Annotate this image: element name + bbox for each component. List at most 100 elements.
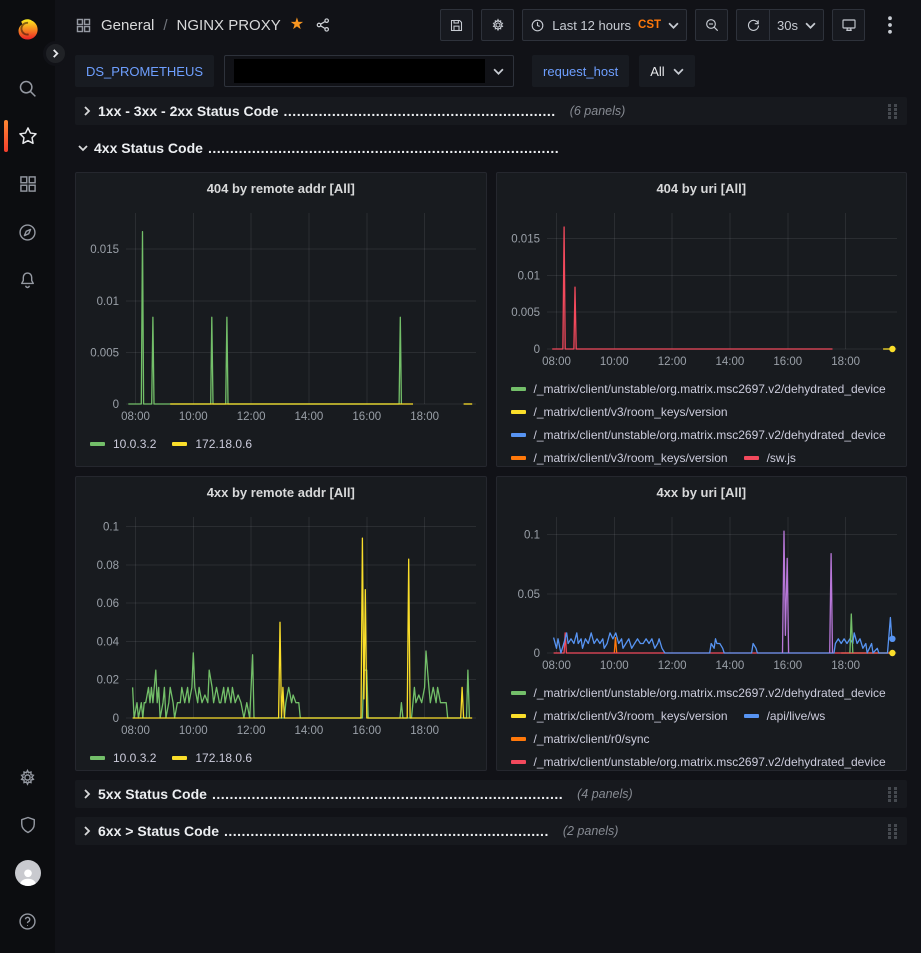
row-header-5xx[interactable]: 5xx Status Code ........................… <box>75 780 907 808</box>
timezone-label: CST <box>638 19 662 31</box>
row-title: 4xx Status Code <box>94 140 203 156</box>
panel-title[interactable]: 404 by remote addr [All] <box>206 180 355 196</box>
legend-item[interactable]: /_matrix/client/unstable/org.matrix.msc2… <box>510 424 886 447</box>
y-axis-tick-label: 0 <box>113 713 119 725</box>
row-dots-leader: ........................................… <box>211 786 564 802</box>
dashboard-grid-icon <box>75 17 92 34</box>
panel-legend: 10.0.3.2 172.18.0.6 <box>76 742 486 770</box>
panel-title[interactable]: 404 by uri [All] <box>656 180 747 196</box>
zoom-out-button[interactable] <box>695 9 729 41</box>
row-drag-handle-icon[interactable] <box>887 786 898 803</box>
dashboard-settings-button[interactable] <box>481 9 515 41</box>
legend-item[interactable]: /sw.js <box>743 447 796 466</box>
x-axis-tick-label: 10:00 <box>179 725 208 737</box>
x-axis-tick-label: 10:00 <box>179 411 208 423</box>
row-dots-leader: ........................................… <box>207 140 560 156</box>
series-line <box>551 226 832 350</box>
legend-color-dash <box>90 442 105 446</box>
legend-item[interactable]: /_matrix/client/r0/sync <box>510 728 650 751</box>
x-axis-tick-label: 14:00 <box>715 660 744 672</box>
panel-title[interactable]: 4xx by uri [All] <box>656 484 747 500</box>
clock-icon <box>531 19 544 31</box>
legend-label: /_matrix/client/r0/sync <box>533 732 650 746</box>
more-options-button[interactable] <box>873 9 906 41</box>
datasource-select[interactable] <box>224 55 515 87</box>
favorite-star-icon[interactable]: ★ <box>289 16 305 33</box>
x-axis-tick-label: 10:00 <box>599 660 628 672</box>
time-series-chart: 08:00 10:00 12:00 14:00 16:00 18:00 0 0.02 0.04 0… <box>97 517 476 737</box>
x-axis-tick-label: 16:00 <box>773 660 802 672</box>
refresh-group: 30s <box>736 9 824 41</box>
kiosk-mode-button[interactable] <box>832 9 865 41</box>
legend-item[interactable]: /_matrix/client/v3/room_keys/version <box>510 447 728 466</box>
y-axis-tick-label: 0 <box>113 399 119 411</box>
breadcrumb-dashboard-title[interactable]: NGINX PROXY <box>176 16 281 34</box>
x-axis-tick-label: 18:00 <box>410 725 439 737</box>
legend-item[interactable]: /_matrix/client/unstable/org.matrix.msc2… <box>510 751 886 770</box>
y-axis-tick-label: 0 <box>533 344 539 356</box>
grafana-logo-icon[interactable] <box>8 10 48 50</box>
legend-color-dash <box>743 714 759 718</box>
chevron-right-icon <box>82 826 92 836</box>
datasource-variable-label: DS_PROMETHEUS <box>75 55 215 87</box>
explore-compass-icon[interactable] <box>8 208 48 256</box>
legend-item[interactable]: /_matrix/client/unstable/org.matrix.msc2… <box>510 378 886 401</box>
row-header-4xx[interactable]: 4xx Status Code ........................… <box>75 134 907 162</box>
time-range-picker[interactable]: Last 12 hours CST <box>522 9 688 41</box>
sidebar <box>0 0 55 953</box>
series-line <box>613 636 617 654</box>
legend-item[interactable]: /_matrix/client/unstable/org.matrix.msc2… <box>510 682 886 705</box>
legend-color-dash <box>510 691 526 695</box>
x-axis-tick-label: 10:00 <box>599 356 628 368</box>
starred-dashboards-icon[interactable] <box>3 112 48 160</box>
configuration-gear-icon[interactable] <box>8 753 48 801</box>
panel-title[interactable]: 4xx by remote addr [All] <box>206 484 355 500</box>
legend-item[interactable]: /api/live/ws <box>743 705 825 728</box>
dashboards-icon[interactable] <box>8 160 48 208</box>
y-axis-tick-label: 0.005 <box>90 347 119 359</box>
refresh-interval-dropdown[interactable]: 30s <box>769 9 824 41</box>
y-axis-tick-label: 0.08 <box>97 560 119 572</box>
legend-item[interactable]: /_matrix/client/v3/room_keys/version <box>510 705 728 728</box>
x-axis-tick-label: 18:00 <box>831 356 860 368</box>
row-drag-handle-icon[interactable] <box>887 823 898 840</box>
legend-label: /_matrix/client/v3/room_keys/version <box>533 709 728 723</box>
row-drag-handle-icon[interactable] <box>887 103 898 120</box>
y-axis-tick-label: 0.015 <box>511 234 540 246</box>
share-icon[interactable] <box>315 17 331 33</box>
legend-label: /_matrix/client/unstable/org.matrix.msc2… <box>533 755 886 769</box>
row-header-1xx-3xx-2xx[interactable]: 1xx - 3xx - 2xx Status Code ............… <box>75 97 907 125</box>
alerting-bell-icon[interactable] <box>8 256 48 304</box>
legend-color-dash <box>510 387 526 391</box>
legend-item[interactable]: 172.18.0.6 <box>172 747 252 770</box>
legend-item[interactable]: /_matrix/client/v3/room_keys/version <box>510 401 728 424</box>
legend-item[interactable]: 10.0.3.2 <box>90 747 156 770</box>
row-dots-leader: ........................................… <box>224 823 549 839</box>
server-admin-shield-icon[interactable] <box>8 801 48 849</box>
x-axis-tick-label: 16:00 <box>773 356 802 368</box>
expand-sidebar-button[interactable] <box>43 41 68 66</box>
x-axis-tick-label: 18:00 <box>831 660 860 672</box>
series-line <box>848 613 853 654</box>
breadcrumb-folder[interactable]: General <box>101 16 155 34</box>
series-end-marker <box>888 635 896 642</box>
save-dashboard-button[interactable] <box>440 9 474 41</box>
row-panel-count: (6 panels) <box>569 104 626 118</box>
chevron-right-icon <box>82 106 92 116</box>
help-icon[interactable] <box>8 897 48 945</box>
user-avatar[interactable] <box>8 849 48 897</box>
y-axis-tick-label: 0.04 <box>97 636 120 648</box>
refresh-button[interactable] <box>736 9 770 41</box>
x-axis-tick-label: 18:00 <box>410 411 439 423</box>
x-axis-tick-label: 16:00 <box>352 725 381 737</box>
row-header-6xx[interactable]: 6xx > Status Code ......................… <box>75 817 907 845</box>
search-icon[interactable] <box>8 64 48 112</box>
panel-legend: /_matrix/client/unstable/org.matrix.msc2… <box>497 677 907 770</box>
legend-item[interactable]: 172.18.0.6 <box>172 433 252 456</box>
legend-item[interactable]: 10.0.3.2 <box>90 433 156 456</box>
request-host-select[interactable]: All <box>639 55 695 87</box>
x-axis-tick-label: 14:00 <box>295 725 324 737</box>
request-host-variable-label: request_host <box>532 55 630 87</box>
legend-color-dash <box>510 760 526 764</box>
chevron-down-icon <box>668 22 679 29</box>
